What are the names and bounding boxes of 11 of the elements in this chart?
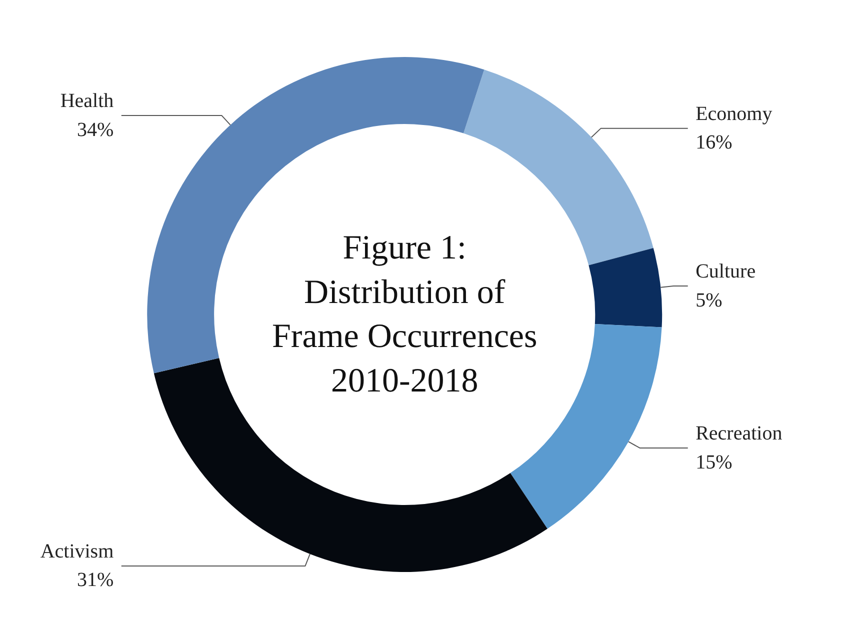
data-label: 34%	[76, 118, 114, 141]
slice-label: Recreation	[696, 422, 782, 445]
slice-label: Health	[60, 90, 114, 112]
data-label: 16%	[696, 132, 732, 154]
slice-label: Culture	[696, 260, 756, 283]
data-label: 15%	[696, 451, 732, 474]
data-label: 5%	[696, 289, 722, 312]
data-label: 31%	[76, 569, 114, 592]
text: Figure 1: Distribution of Frame Occurrences 2010-2018	[272, 229, 538, 400]
slice-label: Activism	[40, 540, 114, 563]
slice-label: Economy	[696, 103, 772, 126]
